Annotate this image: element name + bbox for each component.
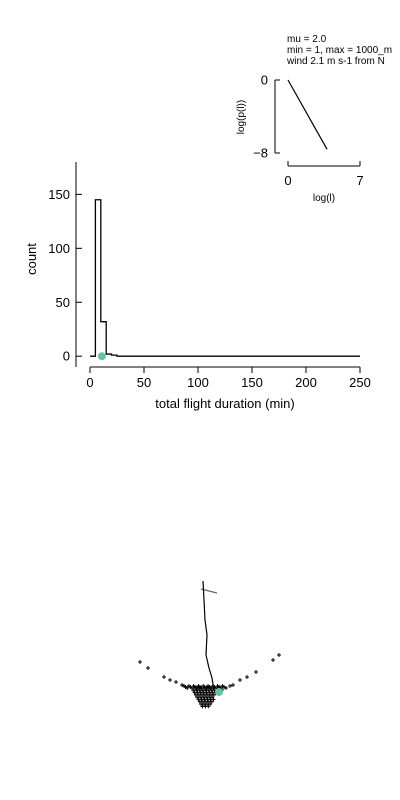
- histogram-x-tick-label: 150: [241, 375, 263, 390]
- landing-point: [224, 686, 228, 690]
- histogram-y-tick-label: 150: [48, 187, 70, 202]
- landing-point: [168, 678, 172, 682]
- landing-point: [231, 683, 235, 687]
- inset-y-tick-label: 0: [261, 73, 268, 88]
- histogram-x-tick-label: 0: [86, 375, 93, 390]
- histogram-chart: 0 50 100 150 200 250 0 50 100 150 total flight du…: [24, 162, 371, 411]
- histogram-y-axis-label: count: [24, 243, 39, 275]
- landing-point: [146, 666, 150, 670]
- inset-x-axis-label: log(l): [313, 193, 335, 204]
- histogram-bin: [101, 322, 106, 357]
- trajectory-plot: [138, 580, 281, 709]
- histogram-bars: [90, 199, 360, 361]
- inset-axes: 0 7 0 −8: [253, 73, 363, 189]
- inset-x-tick-label: 7: [356, 173, 363, 188]
- landing-point: [277, 653, 281, 657]
- histogram-bin: [95, 200, 100, 356]
- histogram-y-tick-label: 50: [56, 295, 70, 310]
- flight-trajectory-line: [202, 580, 215, 691]
- landing-point: [209, 699, 214, 704]
- landing-point: [162, 675, 166, 679]
- landing-point: [174, 680, 178, 684]
- landing-point: [210, 695, 215, 700]
- histogram-y-tick-label: 0: [63, 349, 70, 364]
- landing-point: [211, 692, 216, 697]
- landing-point: [228, 684, 232, 688]
- landing-point: [138, 660, 142, 664]
- trajectory-landing-points: [138, 653, 281, 709]
- landing-point: [238, 678, 242, 682]
- inset-y-axis-label: log(p(l)): [236, 100, 247, 134]
- histogram-x-tick-label: 100: [187, 375, 209, 390]
- inset-loglog-chart: 0 7 0 −8 log(l) log(p(l)): [236, 73, 364, 205]
- landing-point: [208, 702, 213, 707]
- histogram-step-outline: [90, 199, 360, 357]
- landing-point: [254, 670, 258, 674]
- histogram-axes: 0 50 100 150 200 250 0 50 100 150: [48, 162, 371, 390]
- landing-point: [206, 704, 211, 709]
- annotation-mu: mu = 2.0: [287, 34, 327, 45]
- inset-series-line: [287, 79, 328, 150]
- landing-point: [271, 658, 275, 662]
- trajectory-highlight-point: [215, 688, 223, 696]
- annotation-min-max: min = 1, max = 1000_m: [287, 45, 393, 56]
- inset-y-tick-label: −8: [253, 146, 268, 161]
- histogram-x-axis-label: total flight duration (min): [155, 396, 294, 411]
- landing-point: [245, 675, 249, 679]
- histogram-y-tick-label: 100: [48, 241, 70, 256]
- annotation-wind: wind 2.1 m s-1 from N: [287, 56, 385, 67]
- histogram-x-tick-label: 50: [137, 375, 151, 390]
- histogram-marker: [97, 352, 106, 361]
- landing-point: [211, 697, 216, 702]
- histogram-x-tick-label: 250: [349, 375, 371, 390]
- histogram-x-tick-label: 200: [295, 375, 317, 390]
- inset-x-tick-label: 0: [284, 173, 291, 188]
